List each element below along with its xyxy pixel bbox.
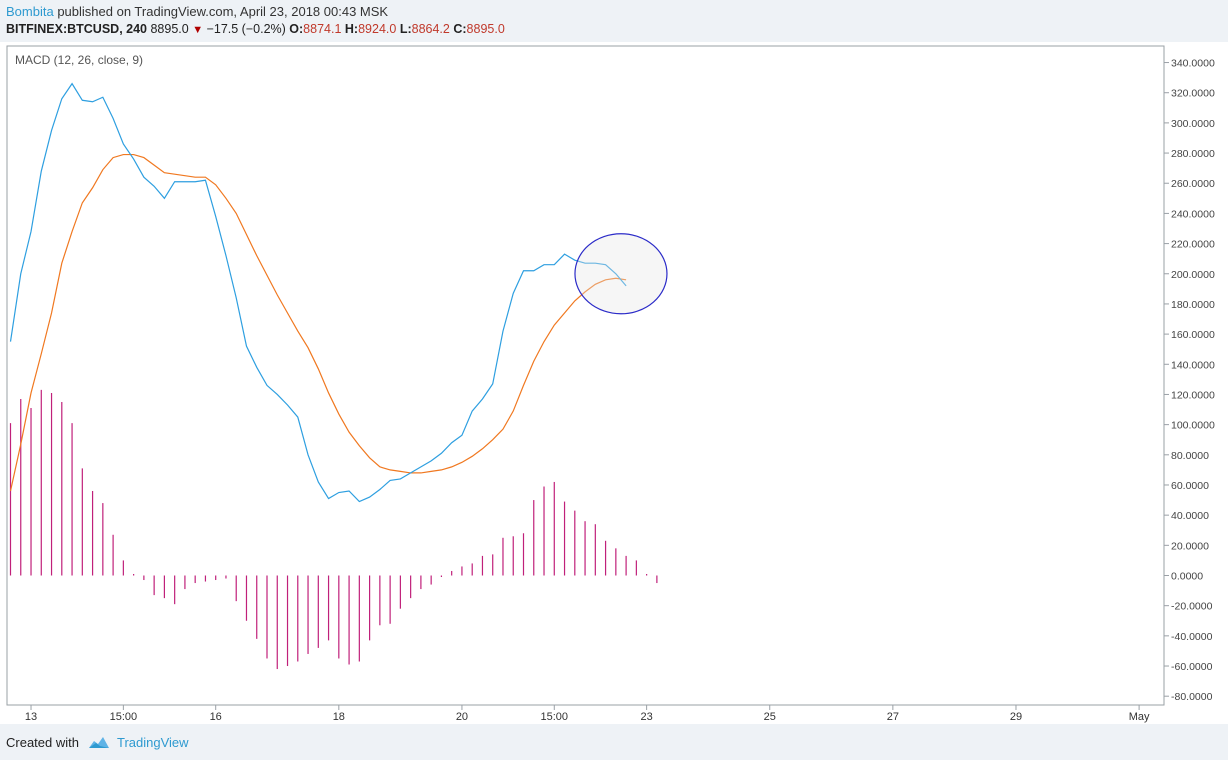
low-value: 8864.2 [411,22,450,36]
x-tick-label: 20 [456,711,468,723]
high-label: H: [344,22,359,36]
y-tick-label: 300.0000 [1171,118,1215,130]
y-tick-label: 140.0000 [1171,359,1215,371]
macd-chart[interactable]: 340.0000 320.0000 300.0000 280.0000 260.0000… [0,42,1228,724]
y-tick-label: 340.0000 [1171,58,1215,70]
created-with-text: Created with [6,735,79,750]
close-value: 8895.0 [466,22,505,36]
chart-header: Bombita published on TradingView.com, Ap… [0,0,1228,42]
signal-line [9,153,627,492]
y-tick-label: 40.0000 [1171,510,1209,522]
indicator-legend: MACD (12, 26, close, 9) [15,53,144,67]
y-tick-label: 120.0000 [1171,389,1215,401]
y-tick-label: -80.0000 [1171,691,1213,703]
tradingview-cloud-icon [89,737,109,748]
x-tick-label: 29 [1010,711,1022,723]
down-arrow-icon: ▼ [192,24,204,36]
open-value: 8874.1 [303,22,342,36]
open-label: O: [289,22,304,36]
x-tick-label: May [1129,711,1150,723]
published-text: published on TradingView.com, April 23, … [57,4,389,19]
x-tick-label: 13 [25,711,37,723]
plot-frame [6,45,1165,706]
x-tick-label: 18 [333,711,345,723]
symbol-label: BITFINEX:BTCUSD, 240 [6,22,147,36]
y-tick-label: 240.0000 [1171,208,1215,220]
y-tick-label: -40.0000 [1171,631,1213,643]
y-tick-label: 260.0000 [1171,178,1215,190]
y-tick-label: -60.0000 [1171,661,1213,673]
y-tick-label: 100.0000 [1171,420,1215,432]
y-tick-label: 220.0000 [1171,239,1215,251]
close-label: C: [453,22,467,36]
macd-line [9,82,627,503]
chart-footer: Created with TradingView [0,724,1228,760]
x-tick-label: 15:00 [541,711,569,723]
chart-area[interactable]: 340.0000 320.0000 300.0000 280.0000 260.0000… [0,42,1228,729]
x-tick-label: 23 [640,711,652,723]
ohlc-line: BITFINEX:BTCUSD, 240 8895.0 ▼ −17.5 (−0.… [6,22,505,36]
y-tick-label: 280.0000 [1171,148,1215,160]
y-tick-label: 320.0000 [1171,88,1215,100]
x-tick-label: 16 [210,711,222,723]
author-link[interactable]: Bombita [6,4,54,19]
y-tick-label: 20.0000 [1171,540,1209,552]
y-tick-label: 200.0000 [1171,269,1215,281]
price-change: −17.5 (−0.2%) [206,22,286,36]
last-price: 8895.0 [150,22,189,36]
y-tick-label: 160.0000 [1171,329,1215,341]
low-label: L: [399,22,412,36]
y-tick-label: -20.0000 [1171,601,1213,613]
x-tick-label: 27 [887,711,899,723]
y-tick-label: 180.0000 [1171,299,1215,311]
y-tick-label: 80.0000 [1171,450,1209,462]
publish-line: Bombita published on TradingView.com, Ap… [6,4,388,19]
high-value: 8924.0 [358,22,397,36]
x-tick-label: 15:00 [110,711,138,723]
tradingview-brand-link[interactable]: TradingView [117,735,189,750]
y-tick-label: 60.0000 [1171,480,1209,492]
annotation-ellipse[interactable] [574,233,668,315]
y-tick-label: 0.0000 [1171,571,1203,583]
x-tick-label: 25 [764,711,776,723]
